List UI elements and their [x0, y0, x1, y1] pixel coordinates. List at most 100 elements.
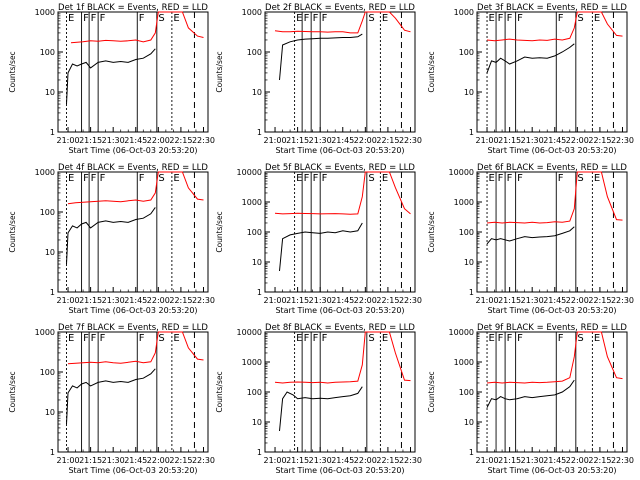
marker-label: F — [558, 333, 564, 344]
y-tick-label: 100 — [459, 228, 474, 237]
x-tick-label: 22:00 — [354, 456, 377, 465]
plot-frame — [476, 171, 628, 293]
y-axis-label: Counts/sec — [215, 211, 224, 252]
marker-label: F — [139, 13, 145, 24]
marker-label: S — [577, 173, 583, 184]
marker-label: E — [296, 13, 302, 24]
y-axis-label: Counts/sec — [215, 51, 224, 92]
y-tick-label: 1 — [469, 288, 474, 297]
y-tick-label: 1 — [469, 128, 474, 137]
marker-label: E — [296, 333, 302, 344]
lld-series-line — [486, 331, 623, 384]
marker-label: F — [313, 333, 319, 344]
y-tick-label: 1000 — [454, 198, 474, 207]
panel-title: Det 6f BLACK = Events, RED = LLD — [477, 163, 627, 173]
plot-frame — [476, 331, 628, 453]
marker-label: E — [68, 173, 74, 184]
marker-label: E — [382, 13, 388, 24]
lld-series-line — [274, 331, 411, 384]
x-tick-label: 21:00 — [476, 456, 499, 465]
marker-label: F — [322, 13, 328, 24]
marker-label: F — [517, 13, 523, 24]
y-tick-label: 10 — [252, 88, 262, 97]
y-axis-label: Counts/sec — [8, 51, 17, 92]
x-tick-label: 22:15 — [376, 136, 399, 145]
x-tick-label: 22:00 — [566, 296, 589, 305]
detector-panel-4: 1 10 100 1000 21:00 21:15 21:30 21:45 22:00 22:15… — [8, 163, 215, 315]
marker-label: F — [517, 333, 523, 344]
x-tick-label: 22:15 — [376, 296, 399, 305]
x-tick-label: 22:15 — [376, 456, 399, 465]
marker-label: F — [507, 13, 513, 24]
marker-label: F — [507, 333, 513, 344]
x-tick-label: 22:00 — [147, 456, 170, 465]
y-axis-label: Counts/sec — [427, 371, 436, 412]
y-tick-label: 1000 — [242, 358, 262, 367]
detector-panel-5: 1 10 100 1000 10000 21:00 21:15 21:30 21:45 22:00… — [215, 163, 422, 315]
marker-label: S — [158, 333, 164, 344]
x-tick-label: 21:45 — [543, 296, 566, 305]
marker-label: F — [313, 173, 319, 184]
marker-label: E — [382, 173, 388, 184]
x-tick-label: 21:15 — [498, 136, 521, 145]
y-tick-label: 1000 — [454, 358, 474, 367]
y-tick-label: 1 — [50, 128, 55, 137]
x-tick-label: 22:30 — [192, 296, 215, 305]
x-tick-label: 21:15 — [286, 136, 309, 145]
detector-panel-2: 1 10 100 1000 21:00 21:15 21:30 21:45 22:00 22:15… — [215, 3, 422, 155]
x-tick-label: 22:15 — [169, 296, 192, 305]
marker-label: F — [304, 333, 310, 344]
y-tick-label: 100 — [459, 48, 474, 57]
marker-label: E — [489, 173, 495, 184]
x-tick-label: 22:15 — [588, 456, 611, 465]
x-axis-label: Start Time (06-Oct-03 20:53:20) — [275, 466, 404, 475]
y-axis-label: Counts/sec — [8, 211, 17, 252]
marker-label: S — [158, 13, 164, 24]
marker-label: F — [558, 13, 564, 24]
marker-label: F — [322, 333, 328, 344]
marker-label: F — [100, 333, 106, 344]
marker-label: E — [382, 333, 388, 344]
y-tick-label: 10000 — [237, 328, 262, 337]
marker-label: F — [100, 173, 106, 184]
panel-title: Det 8f BLACK = Events, RED = LLD — [265, 323, 415, 333]
x-tick-label: 22:15 — [588, 136, 611, 145]
events-series-line — [486, 379, 575, 408]
y-tick-label: 10000 — [449, 328, 474, 337]
x-tick-label: 22:00 — [354, 136, 377, 145]
x-tick-label: 22:30 — [399, 136, 422, 145]
panel-title: Det 3f BLACK = Events, RED = LLD — [477, 3, 627, 13]
x-tick-label: 22:00 — [566, 456, 589, 465]
detector-panel-1: 1 10 100 1000 21:00 21:15 21:30 21:45 22:00 22:15… — [8, 3, 215, 155]
y-tick-label: 10000 — [449, 168, 474, 177]
x-tick-label: 21:15 — [79, 456, 102, 465]
y-tick-label: 10 — [252, 418, 262, 427]
marker-label: F — [498, 173, 504, 184]
marker-label: F — [507, 173, 513, 184]
y-tick-label: 10 — [45, 88, 55, 97]
panel-title: Det 1f BLACK = Events, RED = LLD — [58, 3, 208, 13]
marker-label: F — [498, 13, 504, 24]
y-tick-label: 100 — [40, 48, 55, 57]
lld-series-line — [274, 171, 411, 215]
lld-series-line — [486, 171, 623, 224]
y-tick-label: 100 — [247, 48, 262, 57]
y-axis-label: Counts/sec — [427, 51, 436, 92]
x-axis-label: Start Time (06-Oct-03 20:53:20) — [487, 306, 616, 315]
x-tick-label: 21:30 — [521, 456, 544, 465]
marker-label: F — [498, 333, 504, 344]
marker-label: E — [594, 333, 600, 344]
marker-label: F — [91, 13, 97, 24]
marker-label: E — [296, 173, 302, 184]
marker-label: S — [158, 173, 164, 184]
x-tick-label: 21:45 — [124, 296, 147, 305]
plot-frame — [476, 11, 628, 133]
y-tick-label: 10000 — [237, 168, 262, 177]
plot-frame — [57, 331, 209, 453]
panel-title: Det 4f BLACK = Events, RED = LLD — [58, 163, 208, 173]
y-tick-label: 100 — [40, 208, 55, 217]
panel-title: Det 9f BLACK = Events, RED = LLD — [477, 323, 627, 333]
y-tick-label: 1 — [257, 288, 262, 297]
x-tick-label: 21:30 — [102, 136, 125, 145]
